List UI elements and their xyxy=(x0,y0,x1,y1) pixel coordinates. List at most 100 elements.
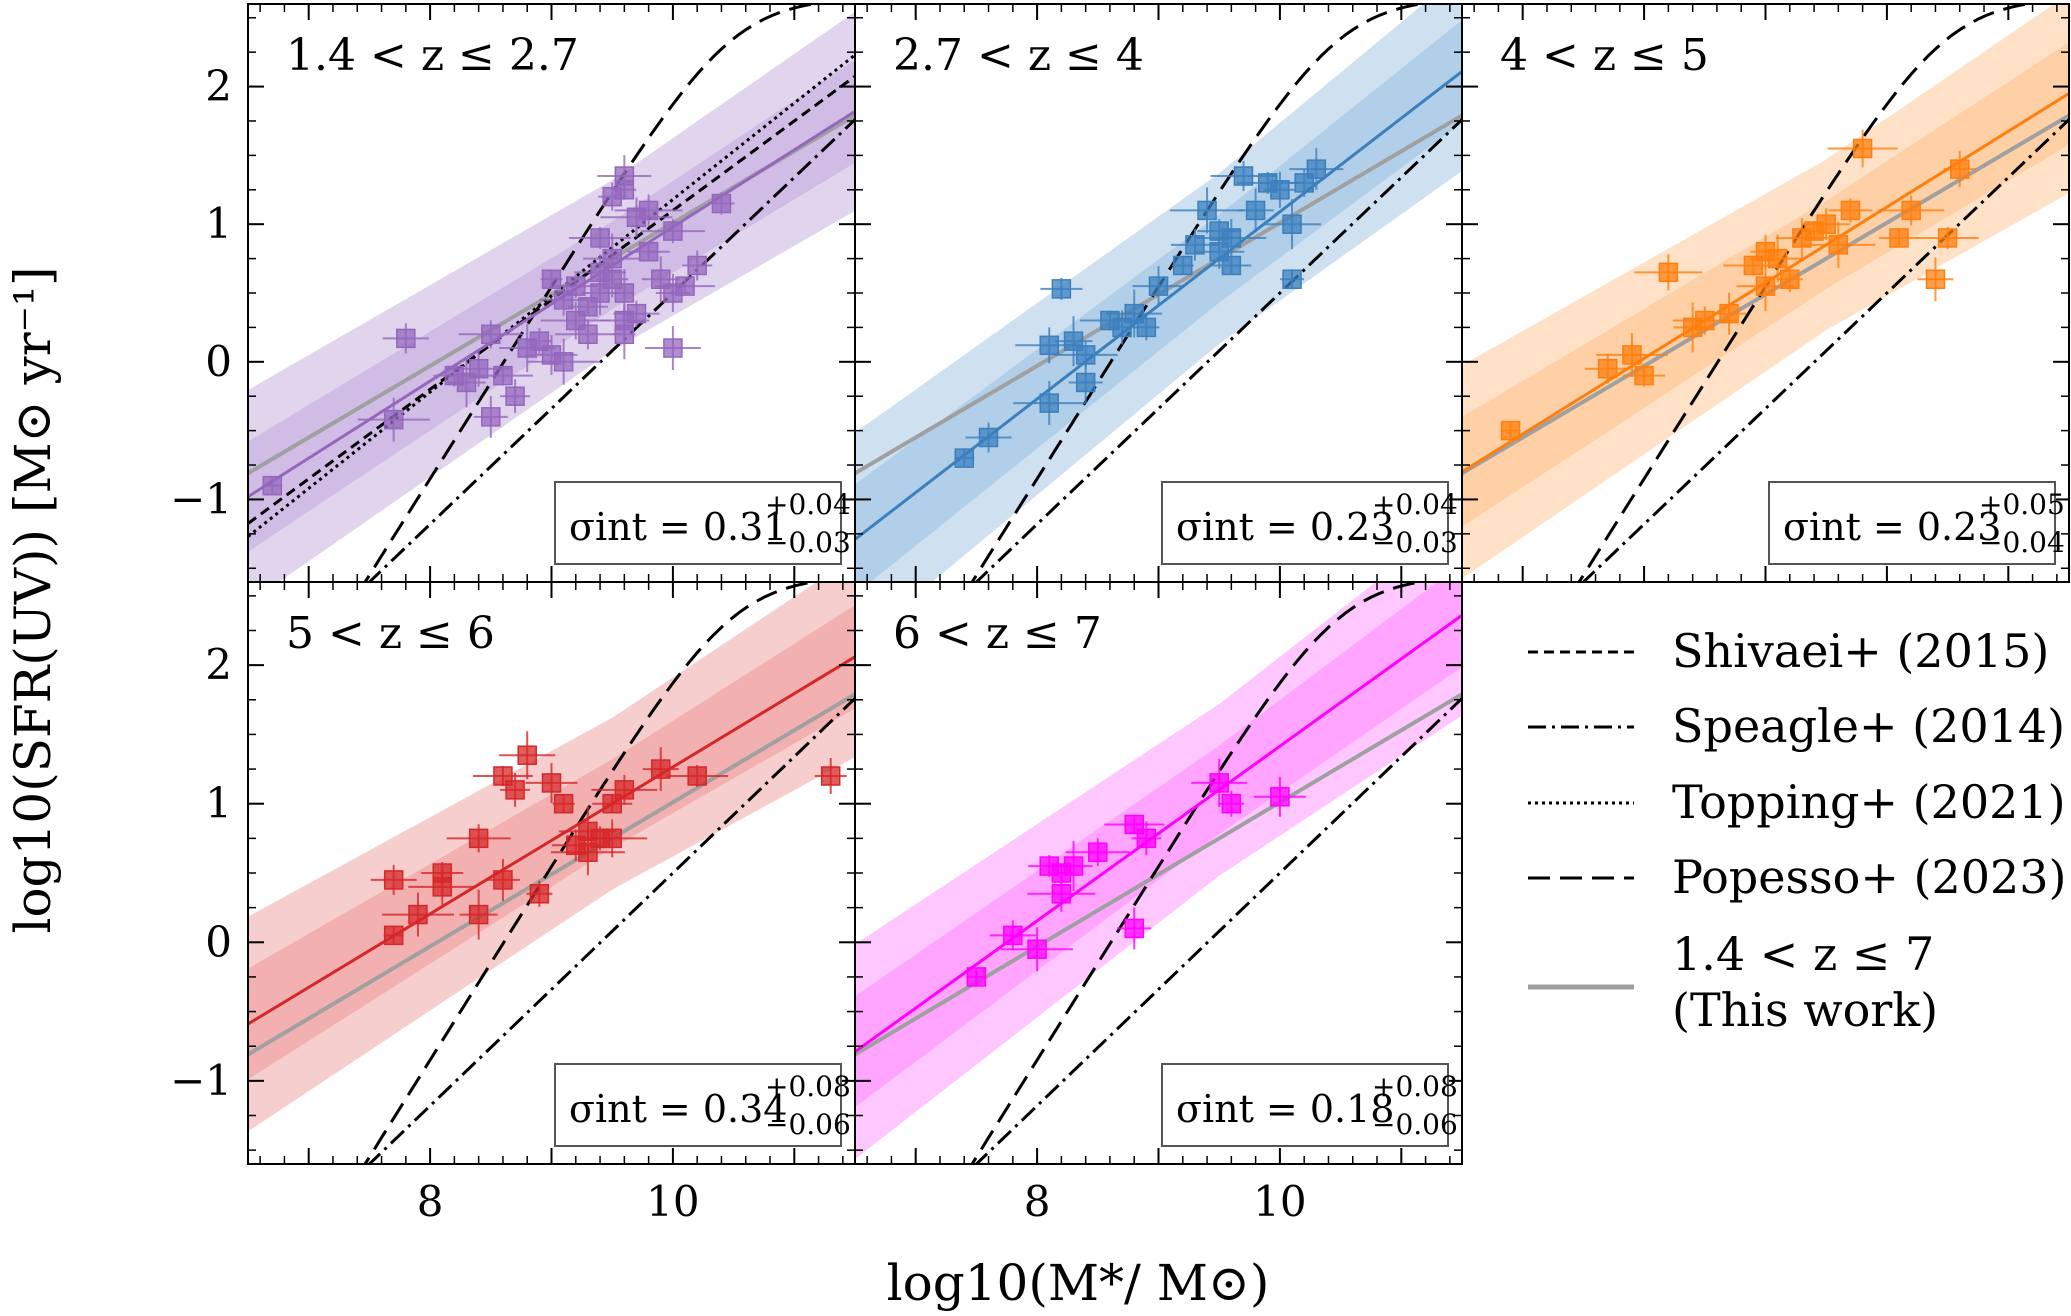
x-tick-label: 8 xyxy=(1024,1177,1051,1226)
panel-2: 2.7 < z ≤ 4 σint = 0.23+0.04 −0.03 xyxy=(854,3,1463,583)
data-point xyxy=(468,904,489,925)
sigma-label: σint = 0.34 xyxy=(569,1087,787,1131)
data-point xyxy=(1634,365,1654,386)
data-point xyxy=(1925,269,1946,289)
data-point xyxy=(614,780,635,800)
data-point xyxy=(1209,773,1229,793)
legend: Shivaei+ (2015) Speagle+ (2014) Topping+… xyxy=(1528,624,2066,1037)
data-point xyxy=(1136,317,1157,338)
data-point xyxy=(553,352,574,372)
data-point xyxy=(456,372,477,393)
data-point xyxy=(1719,303,1739,324)
panel-title: 5 < z ≤ 6 xyxy=(286,608,495,659)
sigma-label: σint = 0.31 xyxy=(569,505,787,549)
sigma-plus: +0.05 xyxy=(1979,488,2065,521)
panel-title: 4 < z ≤ 5 xyxy=(1500,30,1709,81)
data-point xyxy=(1197,200,1217,221)
data-point xyxy=(1039,393,1059,413)
data-point xyxy=(541,773,562,793)
data-point xyxy=(1051,863,1072,883)
data-point xyxy=(1136,828,1157,849)
data-point xyxy=(614,180,635,200)
this-work-relation xyxy=(248,692,855,1057)
sigma-label: σint = 0.18 xyxy=(1176,1087,1394,1131)
data-point xyxy=(711,193,732,214)
data-point xyxy=(1270,787,1290,807)
panel-title: 2.7 < z ≤ 4 xyxy=(893,30,1144,81)
sigma-box xyxy=(554,1063,842,1147)
sigma-minus: −0.03 xyxy=(765,526,851,559)
data-point xyxy=(1245,200,1266,221)
sigma-label: σint = 0.23 xyxy=(1176,505,1394,549)
legend-label-topping: Topping+ (2021) xyxy=(1672,775,2066,829)
data-point xyxy=(1221,793,1242,814)
data-point xyxy=(432,877,452,897)
data-point xyxy=(1270,180,1290,200)
scatter-band-inner xyxy=(248,59,855,552)
x-tick-label: 10 xyxy=(1253,1177,1306,1226)
fit-line xyxy=(248,655,855,1026)
data-point xyxy=(493,870,513,890)
data-point xyxy=(481,407,501,427)
topping-relation xyxy=(248,53,855,538)
panel-1: −1 0 1 2 1.4 < z ≤ 2.7 σint = 0.31+0.04 −0.03 xyxy=(170,3,856,583)
data-point xyxy=(675,276,695,296)
data-point xyxy=(505,780,525,800)
sigma-box xyxy=(1768,481,2056,565)
data-point xyxy=(1816,214,1836,234)
sigma-box xyxy=(1161,1063,1449,1147)
data-point xyxy=(687,255,707,276)
panel-title: 6 < z ≤ 7 xyxy=(893,608,1102,659)
data-point xyxy=(1148,276,1169,296)
data-point xyxy=(638,241,659,262)
panel-plot-area xyxy=(855,4,1462,582)
data-point xyxy=(1500,420,1521,441)
sigma-label: σint = 0.23 xyxy=(1783,505,2001,549)
data-point xyxy=(408,904,428,925)
data-point xyxy=(396,328,416,349)
speagle-relation xyxy=(1581,118,2069,582)
data-point xyxy=(1658,262,1679,283)
speagle-relation xyxy=(974,697,1462,1164)
sigma-minus: −0.03 xyxy=(1372,526,1458,559)
legend-label-popesso: Popesso+ (2023) xyxy=(1672,850,2066,904)
scatter-band-inner xyxy=(855,582,1462,1108)
data-point xyxy=(383,925,404,946)
data-point xyxy=(1306,159,1327,179)
fit-line xyxy=(855,614,1462,1053)
data-point xyxy=(468,828,489,849)
y-tick-label: 2 xyxy=(205,640,232,689)
panel-3: 4 < z ≤ 5 σint = 0.23+0.05 −0.04 xyxy=(1461,3,2070,583)
sigma-plus: +0.04 xyxy=(765,488,851,521)
data-point xyxy=(1840,200,1861,221)
y-tick-label: 1 xyxy=(205,199,232,248)
data-point xyxy=(663,338,683,358)
sigma-minus: −0.04 xyxy=(1979,526,2065,559)
data-point xyxy=(614,283,635,303)
data-point xyxy=(602,828,622,849)
legend-label-this-work-1: 1.4 < z ≤ 7 xyxy=(1672,927,1934,981)
legend-label-this-work-2: (This work) xyxy=(1672,983,1938,1037)
data-point xyxy=(626,303,647,324)
data-point xyxy=(1828,235,1849,255)
data-point xyxy=(590,262,610,283)
sigma-plus: +0.08 xyxy=(1372,1070,1458,1103)
panel-5: 8 10 6 < z ≤ 7 σint = 0.18+0.08 −0.06 xyxy=(854,581,1463,1226)
data-point xyxy=(1185,235,1205,255)
panel-4: −1 0 1 2 8 10 5 < z ≤ 6 σint = 0.34+0.08 −0.06 xyxy=(170,581,856,1226)
sigma-plus: +0.08 xyxy=(765,1070,851,1103)
data-point xyxy=(1088,842,1108,862)
panel-plot-area xyxy=(248,582,855,1164)
data-point xyxy=(1027,939,1047,959)
data-point xyxy=(820,766,841,786)
popesso-relation xyxy=(363,582,823,1164)
data-point xyxy=(262,475,283,496)
y-tick-label: −1 xyxy=(170,1056,232,1105)
data-point xyxy=(529,884,550,904)
data-point xyxy=(1233,166,1254,186)
data-point xyxy=(663,221,683,241)
data-point xyxy=(1852,138,1873,159)
legend-label-shivaei: Shivaei+ (2015) xyxy=(1672,624,2049,678)
